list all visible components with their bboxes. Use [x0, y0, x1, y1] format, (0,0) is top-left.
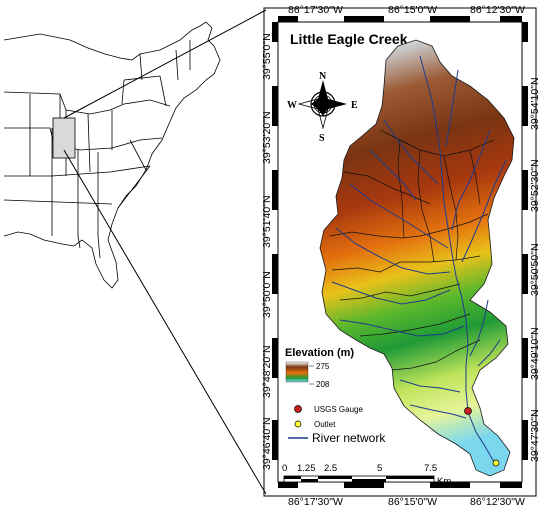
lat-right-5: 39°47'30"N: [529, 409, 541, 462]
scale-bar: 0 1.25 2.5 5 7.5 Km: [282, 463, 451, 487]
legend-outlet-label: Outlet: [314, 420, 336, 429]
state-borders: [3, 40, 191, 259]
scale-tick-2: 2.5: [324, 463, 337, 474]
legend-gauge-label: USGS Gauge: [314, 405, 363, 414]
lat-right-4: 39°49'10"N: [529, 327, 541, 380]
lat-left-5: 39°48'20"N: [261, 345, 273, 398]
lon-label-bottom-1: 86°17'30"W: [288, 496, 343, 508]
lat-right-1: 39°54'10"N: [529, 77, 541, 130]
scale-tick-4: 7.5: [424, 463, 437, 474]
compass-w: W: [287, 100, 297, 111]
legend-elevation-ramp: [285, 361, 309, 383]
map-title: Little Eagle Creek: [290, 31, 408, 47]
us-outline: [3, 21, 221, 289]
connector-line-bottom: [63, 149, 267, 495]
compass-s: S: [319, 133, 325, 144]
north-arrow: N S W E: [287, 71, 358, 144]
lon-label-top-2: 86°15'0"W: [388, 4, 437, 16]
lat-left-3: 39°51'40"N: [261, 195, 273, 248]
outlet-point: [492, 459, 500, 467]
legend-elev-low: 208: [316, 380, 330, 389]
lon-label-bottom-2: 86°15'0"W: [388, 496, 437, 508]
lon-label-top-1: 86°17'30"W: [288, 4, 343, 16]
latitude-labels-right: 39°54'10"N 39°52'30"N 39°50'50"N 39°49'1…: [529, 77, 541, 462]
compass-e: E: [351, 100, 358, 111]
indiana-highlight: [52, 117, 76, 159]
legend-gauge-symbol: [294, 405, 302, 413]
lat-left-2: 39°53'20"N: [261, 111, 273, 164]
lat-right-2: 39°52'30"N: [529, 159, 541, 212]
lon-label-top-3: 86°12'30"W: [470, 4, 525, 16]
lat-left-6: 39°46'40"N: [261, 417, 273, 470]
lat-left-1: 39°55'0"N: [261, 33, 273, 80]
frame-bars: [272, 16, 528, 488]
scale-tick-0: 0: [282, 463, 287, 474]
connector-line-top: [63, 9, 267, 119]
lat-left-4: 39°50'0"N: [261, 271, 273, 318]
lat-right-3: 39°50'50"N: [529, 243, 541, 296]
legend: Elevation (m) 275 208 USGS Gauge Outlet …: [285, 347, 386, 445]
usgs-gauge-point: [464, 407, 472, 415]
legend-elev-high: 275: [316, 362, 330, 371]
latitude-labels-left: 39°55'0"N 39°53'20"N 39°51'40"N 39°50'0"…: [261, 33, 273, 470]
compass-n: N: [319, 71, 327, 82]
longitude-labels: 86°17'30"W 86°15'0"W 86°12'30"W 86°17'30…: [288, 4, 525, 508]
legend-river-label: River network: [312, 431, 386, 445]
us-inset-map: [3, 21, 221, 289]
lon-label-bottom-3: 86°12'30"W: [470, 496, 525, 508]
legend-outlet-symbol: [294, 420, 302, 428]
scale-unit: Km: [437, 476, 451, 487]
scale-tick-3: 5: [377, 463, 382, 474]
legend-elevation-title: Elevation (m): [285, 347, 354, 359]
scale-tick-1: 1.25: [297, 463, 316, 474]
